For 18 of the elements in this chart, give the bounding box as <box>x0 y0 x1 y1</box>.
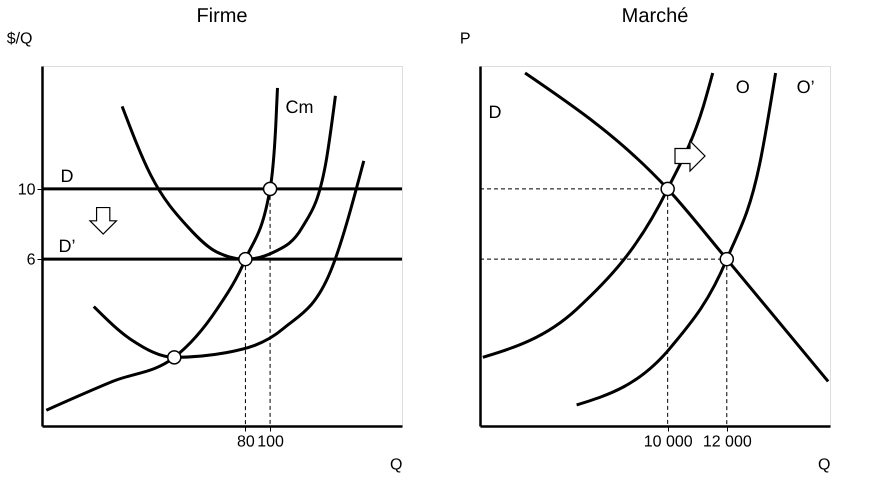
series-label: D <box>60 166 74 186</box>
y-tick-label: 10 <box>18 181 36 198</box>
y-tick-label: 6 <box>26 252 36 269</box>
x-axis-title: Q <box>818 456 830 474</box>
series-label: O’ <box>796 77 815 98</box>
y-axis-title: P <box>460 30 470 48</box>
x-tick-label: 12 000 <box>702 434 752 450</box>
x-tick-label: 80 <box>237 434 255 450</box>
series-label: O <box>736 77 750 98</box>
text: D <box>488 102 502 122</box>
series-label: D’ <box>58 236 76 256</box>
y-axis-title: $/Q <box>6 30 32 48</box>
x-axis-title: Q <box>390 456 402 474</box>
x-tick-label: 10 000 <box>644 434 693 450</box>
series-label: Cm <box>285 96 314 117</box>
chart-title: Firme <box>196 5 248 27</box>
chart-title: Marché <box>622 5 688 27</box>
x-tick-label: 100 <box>257 434 284 450</box>
